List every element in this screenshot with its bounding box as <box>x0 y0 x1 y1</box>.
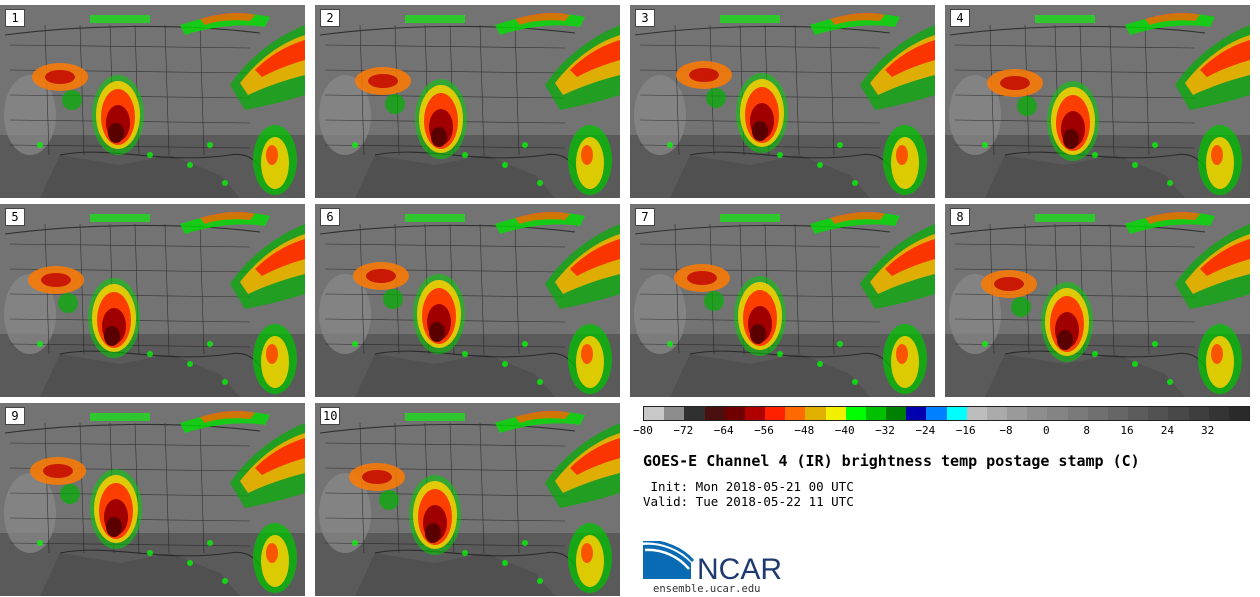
colorbar-tick-label: −56 <box>754 424 774 437</box>
colorbar-swatch <box>1168 407 1189 420</box>
colorbar-swatch <box>825 407 846 420</box>
colorbar-swatch <box>1107 407 1129 420</box>
map-panel-1: 1 <box>0 5 305 198</box>
colorbar-swatch <box>966 407 987 420</box>
colorbar-tick-label: −32 <box>875 424 895 437</box>
map-panel-6: 6 <box>315 204 620 397</box>
panel-number: 1 <box>5 9 25 27</box>
colorbar-swatch <box>946 407 967 420</box>
panel-number: 8 <box>950 208 970 226</box>
colorbar-tick-label: −80 <box>633 424 653 437</box>
colorbar-swatch <box>865 407 887 420</box>
colorbar-swatch <box>1027 407 1048 420</box>
colorbar-swatch <box>664 407 685 420</box>
init-time: Init: Mon 2018-05-21 00 UTC <box>643 479 854 494</box>
colorbar-swatch <box>1188 407 1209 420</box>
colorbar-tick-label: −8 <box>999 424 1013 437</box>
colorbar-swatch <box>1047 407 1068 420</box>
colorbar-swatch <box>785 407 806 420</box>
colorbar-swatch <box>1208 407 1229 420</box>
panel-number: 3 <box>635 9 655 27</box>
colorbar-swatch <box>1128 407 1149 420</box>
colorbar-swatch <box>986 407 1008 420</box>
colorbar-swatch <box>704 407 725 420</box>
colorbar-swatch <box>906 407 927 420</box>
colorbar-tick-label: −16 <box>955 424 976 437</box>
colorbar-swatch <box>1087 407 1108 420</box>
map-panel-2: 2 <box>315 5 620 198</box>
colorbar-tick-label: 8 <box>1083 424 1090 437</box>
panel-number: 2 <box>320 9 340 27</box>
colorbar-tick-label: −72 <box>673 424 694 437</box>
map-panel-3: 3 <box>630 5 935 198</box>
valid-time: Valid: Tue 2018-05-22 11 UTC <box>643 494 854 509</box>
colorbar-tick-label: −48 <box>794 424 815 437</box>
figure-title: GOES-E Channel 4 (IR) brightness temp po… <box>643 452 1140 470</box>
colorbar-swatch <box>886 407 907 420</box>
map-panel-9: 9 <box>0 403 305 596</box>
map-panel-7: 7 <box>630 204 935 397</box>
panel-number: 6 <box>320 208 340 226</box>
colorbar-tick-label: −40 <box>834 424 855 437</box>
ncar-logo: NCAR <box>643 541 782 583</box>
colorbar-swatch <box>1148 407 1169 420</box>
map-panel-10: 10 <box>315 403 620 596</box>
colorbar-tick-label: 0 <box>1043 424 1050 437</box>
colorbar-tick-label: −64 <box>713 424 734 437</box>
colorbar-swatch <box>845 407 866 420</box>
panel-number: 4 <box>950 9 970 27</box>
colorbar-ticks: −80 −72 −64 −56 −48 −40 −32 −24 −16 −8 0 8 16 24 32 <box>633 424 1248 438</box>
colorbar-swatch <box>744 407 766 420</box>
panel-number: 5 <box>5 208 25 226</box>
panel-number: 9 <box>5 407 25 425</box>
colorbar-tick-label: −24 <box>915 424 936 437</box>
panel-number: 7 <box>635 208 655 226</box>
colorbar-swatch <box>805 407 826 420</box>
map-panel-8: 8 <box>945 204 1250 397</box>
panel-number: 10 <box>320 407 341 425</box>
map-panel-4: 4 <box>945 5 1250 198</box>
colorbar-swatch <box>644 407 665 420</box>
map-panel-5: 5 <box>0 204 305 397</box>
website-text: ensemble.ucar.edu <box>653 583 761 595</box>
colorbar-swatch <box>926 407 947 420</box>
colorbar-swatch <box>1007 407 1028 420</box>
colorbar-swatch <box>1067 407 1088 420</box>
colorbar-tick-label: 16 <box>1120 424 1134 437</box>
colorbar-swatch <box>684 407 705 420</box>
colorbar-tick-label: 32 <box>1201 424 1215 437</box>
ncar-logo-text: NCAR <box>697 553 782 583</box>
colorbar <box>643 406 1250 421</box>
colorbar-swatch <box>765 407 786 420</box>
colorbar-tick-label: 24 <box>1160 424 1174 437</box>
colorbar-swatch <box>1228 407 1250 420</box>
colorbar-swatch <box>724 407 745 420</box>
